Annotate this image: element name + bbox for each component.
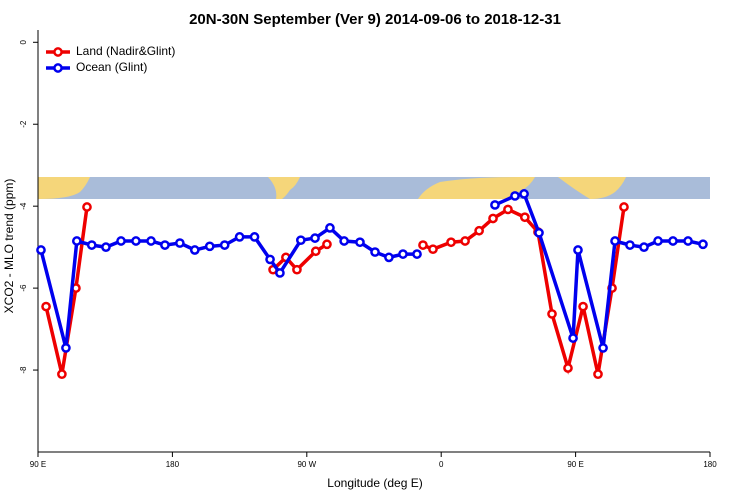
- data-point: [310, 246, 321, 257]
- land-shape: [268, 177, 300, 199]
- land-shape: [418, 177, 535, 199]
- data-point: [175, 238, 185, 248]
- data-point: [234, 232, 245, 242]
- data-point: [490, 200, 500, 210]
- x-axis-label: Longitude (deg E): [327, 476, 422, 490]
- data-point: [619, 202, 629, 212]
- data-point: [160, 240, 170, 250]
- data-point: [36, 245, 46, 255]
- map-band: [38, 177, 710, 199]
- data-point: [322, 239, 332, 250]
- data-point: [265, 254, 275, 265]
- data-point: [578, 301, 588, 312]
- legend-label: Ocean (Glint): [76, 60, 147, 74]
- data-point: [534, 227, 544, 238]
- data-point: [683, 236, 693, 246]
- data-point: [295, 235, 306, 246]
- data-point: [519, 189, 529, 199]
- x-tick-label: 180: [166, 460, 180, 469]
- y-tick-label: -2: [19, 120, 28, 128]
- data-point: [488, 213, 498, 224]
- y-tick-label: 0: [19, 40, 28, 45]
- data-point: [370, 247, 380, 257]
- data-point: [189, 245, 200, 255]
- data-point: [519, 212, 530, 223]
- data-point: [503, 204, 513, 215]
- land-shape: [558, 177, 626, 199]
- data-point: [249, 232, 260, 242]
- data-point: [460, 236, 470, 246]
- data-point: [428, 244, 438, 255]
- data-point: [698, 239, 708, 250]
- y-tick-label: -6: [19, 284, 28, 292]
- data-point: [593, 369, 603, 380]
- data-point: [573, 245, 583, 255]
- x-tick-label: 90 E: [567, 460, 583, 469]
- chart-title: 20N-30N September (Ver 9) 2014-09-06 to …: [189, 11, 561, 28]
- data-point: [61, 343, 71, 353]
- data-point: [82, 202, 92, 212]
- data-point: [653, 236, 663, 246]
- data-point: [292, 264, 302, 275]
- data-point: [446, 237, 456, 248]
- x-tick-label: 180: [703, 460, 717, 469]
- series: [36, 189, 708, 353]
- x-tick-label: 90 W: [297, 460, 316, 469]
- y-tick-label: -4: [19, 202, 28, 210]
- data-point: [131, 236, 141, 246]
- data-point: [398, 249, 408, 259]
- data-point: [57, 369, 67, 380]
- x-tick-label: 90 E: [30, 460, 46, 469]
- x-tick-label: 0: [439, 460, 444, 469]
- data-point: [547, 309, 557, 319]
- data-point: [86, 240, 97, 250]
- data-point: [474, 225, 484, 236]
- data-point: [625, 240, 635, 250]
- data-point: [275, 268, 285, 278]
- data-point: [71, 236, 82, 246]
- data-point: [668, 236, 678, 246]
- data-point: [146, 236, 156, 246]
- data-point: [204, 241, 215, 252]
- legend-marker: [53, 63, 63, 73]
- data-point: [339, 236, 349, 246]
- data-point: [355, 237, 365, 248]
- data-point: [510, 191, 520, 201]
- y-tick-label: -8: [19, 366, 28, 374]
- legend-label: Land (Nadir&Glint): [76, 44, 175, 58]
- ocean-band: [38, 177, 710, 199]
- data-point: [563, 363, 573, 373]
- data-point: [101, 242, 111, 252]
- data-point: [598, 343, 608, 353]
- data-point: [116, 236, 126, 246]
- data-point: [219, 240, 230, 250]
- data-point: [384, 252, 394, 263]
- data-point: [325, 223, 335, 233]
- data-point: [568, 333, 578, 343]
- data-point: [41, 301, 51, 312]
- land-shape: [38, 177, 90, 199]
- data-point: [639, 242, 649, 252]
- y-axis-label: XCO2 - MLO trend (ppm): [2, 179, 16, 314]
- data-point: [310, 233, 320, 243]
- data-point: [610, 236, 620, 246]
- data-point: [412, 249, 422, 259]
- data-point: [418, 240, 428, 250]
- legend-marker: [53, 47, 63, 57]
- series: [41, 202, 629, 380]
